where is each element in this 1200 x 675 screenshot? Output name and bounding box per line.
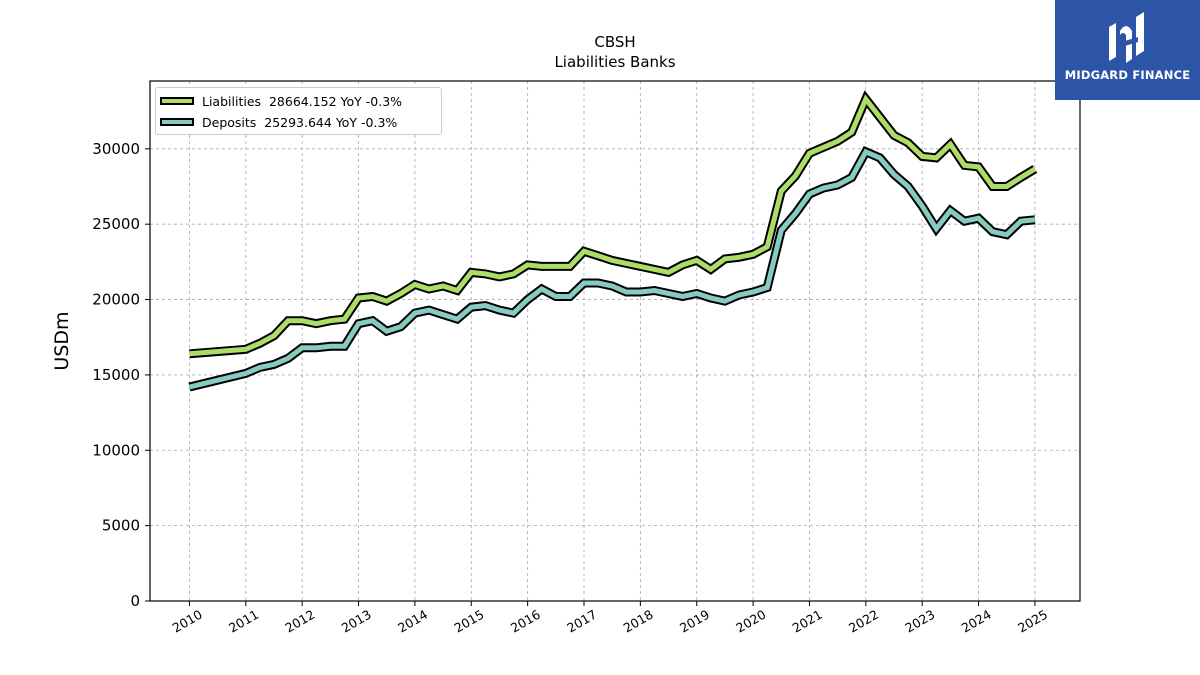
x-tick-label: 2011 [226,607,261,636]
legend-item-liabilities: Liabilities 28664.152 YoY -0.3% [160,93,402,109]
grid [150,81,1080,602]
logo-text: MIDGARD FINANCE [1064,68,1191,82]
x-tick-label: 2016 [508,607,543,636]
chart-subtitle: Liabilities Banks [554,53,676,71]
x-tick-label: 2020 [733,607,768,636]
x-tick-label: 2025 [1015,607,1050,636]
x-tick-label: 2023 [902,607,937,636]
plot-frame [149,80,1081,602]
y-tick-label: 25000 [92,215,140,233]
x-tick-label: 2014 [395,607,430,636]
y-tick-label: 10000 [92,441,140,459]
x-tick-label: 2021 [790,607,825,636]
y-tick-label: 0 [130,592,140,610]
x-tick-label: 2013 [339,607,374,636]
y-tick-label: 30000 [92,140,140,158]
series-line-deposits [188,148,1036,390]
y-axis-label: USDm [51,311,73,370]
series-line-liabilities [189,94,1037,357]
x-tick-label: 2024 [959,607,994,636]
series-lines [188,90,1038,392]
brand-logo: MIDGARD FINANCE [1055,0,1200,100]
x-tick-label: 2022 [846,607,881,636]
x-tick-label: 2012 [282,607,317,636]
legend-label-liabilities: Liabilities 28664.152 YoY -0.3% [202,93,403,109]
legend-item-deposits: Deposits 25293.644 YoY -0.3% [160,114,397,130]
chart-title: CBSH [594,33,636,51]
legend-swatch-deposits [160,118,194,126]
y-tick-label: 5000 [102,517,140,535]
y-tick-label: 15000 [92,366,140,384]
x-tick-label: 2017 [564,607,599,636]
x-tick-label: 2010 [170,607,205,636]
midgard-logo-icon [1109,12,1144,63]
x-tick-label: 2015 [451,607,486,636]
x-tick-label: 2018 [621,607,656,636]
legend-label-deposits: Deposits 25293.644 YoY -0.3% [202,114,398,130]
y-tick-label: 20000 [92,291,140,309]
ticks: 0 5000 10000 15000 20000 25000 30000 2010 2011 20… [92,140,1050,636]
x-tick-label: 2019 [677,607,712,636]
series-outline-liabilities [189,90,1038,359]
legend-swatch-liabilities [160,97,194,105]
legend: Liabilities 28664.152 YoY -0.3% Deposits… [155,87,442,135]
